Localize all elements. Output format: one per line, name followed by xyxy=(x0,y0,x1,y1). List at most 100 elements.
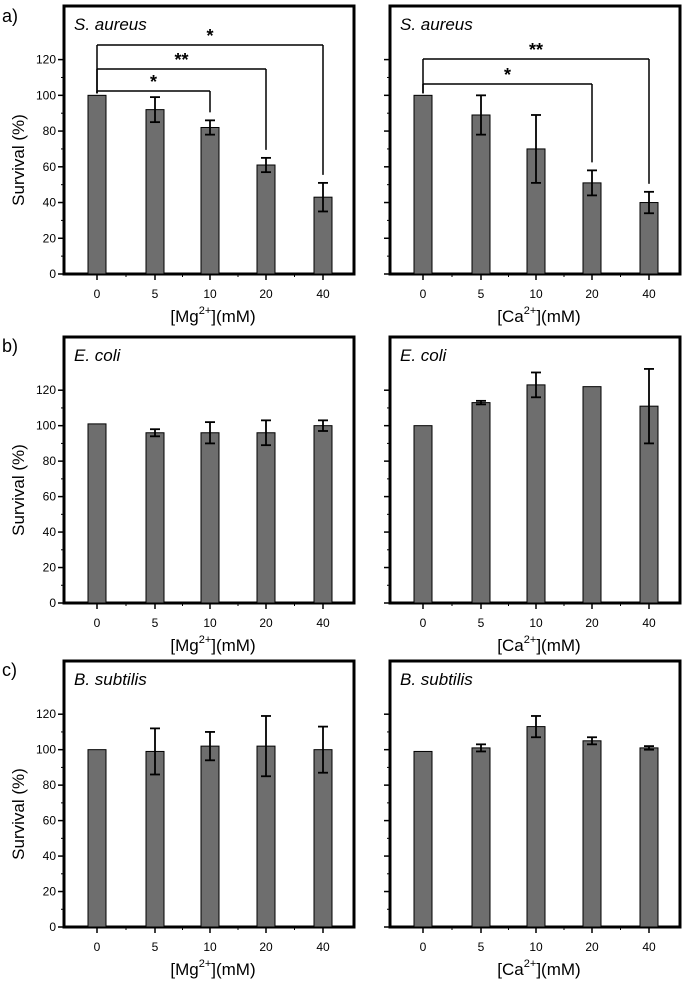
y-tick-label: 120 xyxy=(36,707,56,721)
x-tick-label: 5 xyxy=(152,616,159,630)
x-tick-label: 10 xyxy=(529,287,543,301)
x-axis-title-unit: ](mM) xyxy=(536,307,580,326)
x-tick-label: 40 xyxy=(642,616,656,630)
significance-label: ** xyxy=(529,40,543,60)
bar-5 xyxy=(145,432,165,604)
species-title: B. subtilis xyxy=(74,670,147,689)
x-axis-title: [Mg2+](mM) xyxy=(170,305,255,326)
x-axis-title: [Ca2+](mM) xyxy=(497,634,580,655)
bar-20 xyxy=(582,182,602,275)
x-axis-title-ion: [Mg xyxy=(170,307,198,326)
bar-10 xyxy=(526,384,546,604)
x-axis-title-unit: ](mM) xyxy=(211,307,255,326)
x-tick-label: 20 xyxy=(259,616,273,630)
species-title: E. coli xyxy=(74,346,122,365)
y-tick-label: 20 xyxy=(43,885,57,899)
y-tick-label: 120 xyxy=(36,53,56,67)
x-tick-label: 20 xyxy=(259,287,273,301)
chart-panel-6: B. subtilis 0 5 10 20 40 [Ca2+](mM) xyxy=(384,659,682,979)
y-axis-label: Survival (%) xyxy=(9,768,28,860)
panel-letter: c) xyxy=(2,660,17,680)
bar-10 xyxy=(200,745,220,928)
bar-20 xyxy=(582,386,602,604)
bar-5 xyxy=(471,747,491,928)
x-axis-title-ion: [Ca xyxy=(497,307,524,326)
y-tick-label: 100 xyxy=(36,88,56,102)
panel-letter: b) xyxy=(2,336,18,356)
species-title: E. coli xyxy=(400,346,448,365)
significance-label: * xyxy=(206,26,213,46)
y-tick-label: 20 xyxy=(43,231,57,245)
x-axis-title: [Mg2+](mM) xyxy=(170,634,255,655)
x-axis-title-charge: 2+ xyxy=(199,958,212,970)
x-tick-label: 0 xyxy=(420,940,427,954)
x-axis-title-ion: [Ca xyxy=(497,636,524,655)
x-tick-label: 10 xyxy=(203,287,217,301)
panel-letter: a) xyxy=(2,6,18,26)
bar-5 xyxy=(145,750,165,928)
x-tick-label: 5 xyxy=(478,616,485,630)
bar-5 xyxy=(471,402,491,604)
x-tick-label: 20 xyxy=(585,940,599,954)
x-tick-label: 20 xyxy=(585,287,599,301)
chart-panel-4: E. coli 0 5 10 20 40 [Ca2+](mM) xyxy=(384,335,682,655)
bar-20 xyxy=(256,164,276,275)
x-axis-title-ion: [Ca xyxy=(497,960,524,979)
y-tick-label: 120 xyxy=(36,383,56,397)
y-tick-label: 0 xyxy=(49,596,56,610)
chart-panel-3: b) E. coli 0 20 40 60 80 100 120 Survival (%) 0 5 10… xyxy=(2,335,356,655)
x-axis-title-unit: ](mM) xyxy=(536,636,580,655)
bar-40 xyxy=(313,425,333,604)
bar-5 xyxy=(145,109,165,275)
y-tick-label: 0 xyxy=(49,920,56,934)
y-tick-label: 100 xyxy=(36,419,56,433)
x-tick-label: 40 xyxy=(316,287,330,301)
y-tick-label: 80 xyxy=(43,454,57,468)
x-tick-label: 10 xyxy=(529,940,543,954)
x-tick-label: 0 xyxy=(420,287,427,301)
y-tick-label: 40 xyxy=(43,525,57,539)
x-tick-label: 0 xyxy=(94,940,101,954)
y-tick-label: 40 xyxy=(43,196,57,210)
x-axis-title-ion: [Mg xyxy=(170,960,198,979)
x-tick-label: 10 xyxy=(203,940,217,954)
x-axis-title: [Ca2+](mM) xyxy=(497,958,580,979)
y-axis-label: Survival (%) xyxy=(9,444,28,536)
species-title: S. aureus xyxy=(74,15,147,34)
x-axis-title-unit: ](mM) xyxy=(211,960,255,979)
bar-10 xyxy=(200,432,220,604)
x-tick-label: 0 xyxy=(94,616,101,630)
bar-10 xyxy=(526,726,546,928)
x-tick-label: 20 xyxy=(585,616,599,630)
y-tick-label: 60 xyxy=(43,160,57,174)
y-tick-label: 60 xyxy=(43,814,57,828)
x-axis-title-charge: 2+ xyxy=(199,634,212,646)
x-tick-label: 5 xyxy=(152,940,159,954)
species-title: S. aureus xyxy=(400,15,473,34)
bar-20 xyxy=(256,432,276,604)
x-axis-title-ion: [Mg xyxy=(170,636,198,655)
x-tick-label: 5 xyxy=(152,287,159,301)
y-tick-label: 60 xyxy=(43,490,57,504)
bar-10 xyxy=(200,126,220,275)
y-tick-label: 80 xyxy=(43,778,57,792)
x-axis-title-unit: ](mM) xyxy=(536,960,580,979)
bar-20 xyxy=(582,740,602,928)
bar-0 xyxy=(87,94,107,275)
y-tick-label: 20 xyxy=(43,561,57,575)
species-title: B. subtilis xyxy=(400,670,473,689)
bar-0 xyxy=(413,94,433,275)
x-axis-title-charge: 2+ xyxy=(524,634,537,646)
x-axis-title: [Mg2+](mM) xyxy=(170,958,255,979)
significance-label: * xyxy=(150,72,157,92)
x-axis-title-charge: 2+ xyxy=(524,305,537,317)
bar-5 xyxy=(471,114,491,275)
chart-panel-1: a) S. aureus 0 20 40 60 80 100 120 Survival (%) 0 5… xyxy=(2,4,356,326)
x-tick-label: 40 xyxy=(316,940,330,954)
y-tick-label: 40 xyxy=(43,849,57,863)
x-tick-label: 20 xyxy=(259,940,273,954)
y-tick-label: 0 xyxy=(49,267,56,281)
y-tick-label: 100 xyxy=(36,743,56,757)
